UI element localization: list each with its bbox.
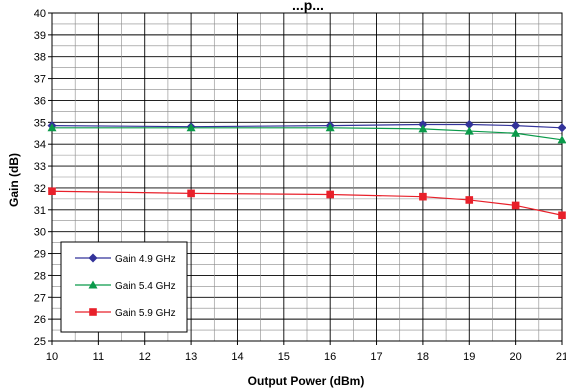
data-point	[326, 190, 334, 199]
data-point	[511, 121, 521, 131]
chart-title: ...p...	[292, 0, 324, 13]
y-tick-label: 39	[34, 30, 46, 42]
x-tick-label: 12	[139, 351, 151, 363]
y-tick-label: 32	[34, 183, 46, 195]
x-tick-label: 15	[278, 351, 290, 363]
x-tick-label: 21	[556, 351, 566, 363]
data-point	[557, 123, 566, 133]
y-tick-label: 38	[34, 52, 46, 64]
legend-label: Gain 5.4 GHz	[115, 281, 176, 292]
data-point	[187, 189, 195, 198]
y-tick-label: 31	[34, 205, 46, 217]
x-tick-label: 10	[46, 351, 58, 363]
x-tick-label: 19	[463, 351, 475, 363]
legend-label: Gain 5.9 GHz	[115, 308, 176, 319]
y-tick-label: 37	[34, 74, 46, 86]
x-tick-label: 13	[185, 351, 197, 363]
y-axis-title: Gain (dB)	[7, 153, 21, 207]
y-tick-label: 25	[34, 336, 46, 348]
y-axis-ticks: 25 26 27 28 29 30 31 32 33 34 35 36 37 38 39 40	[34, 8, 52, 348]
legend: Gain 4.9 GHz Gain 5.4 GHz Gain 5.9 GHz	[60, 241, 188, 333]
data-point	[419, 192, 427, 201]
series-gain-5-9-ghz	[48, 187, 566, 220]
x-axis-title: Output Power (dBm)	[248, 374, 365, 388]
x-tick-label: 16	[324, 351, 336, 363]
legend-box	[60, 241, 188, 333]
data-point	[511, 128, 521, 137]
y-tick-label: 27	[34, 292, 46, 304]
data-point	[418, 124, 428, 133]
x-tick-label: 20	[510, 351, 522, 363]
legend-item: Gain 4.9 GHz	[75, 253, 176, 265]
y-tick-label: 26	[34, 314, 46, 326]
legend-item: Gain 5.9 GHz	[75, 308, 176, 319]
legend-item: Gain 5.4 GHz	[75, 280, 176, 292]
y-tick-label: 36	[34, 95, 46, 107]
data-point	[465, 196, 474, 204]
data-point	[325, 123, 335, 132]
data-point	[558, 211, 566, 220]
y-tick-label: 29	[34, 249, 46, 261]
data-point	[186, 123, 196, 132]
data-point	[464, 126, 474, 135]
legend-marker	[89, 308, 97, 316]
y-tick-label: 33	[34, 161, 46, 173]
data-point	[464, 120, 474, 130]
x-tick-label: 17	[370, 351, 382, 363]
data-point	[511, 201, 520, 210]
series-layer	[47, 120, 566, 220]
legend-marker	[88, 253, 98, 263]
data-point	[48, 187, 56, 196]
y-tick-label: 34	[34, 139, 46, 151]
series-gain-5-4-ghz	[47, 123, 566, 144]
plot-area	[51, 12, 563, 342]
x-axis-ticks: 10 11 12 13 14 15 16 17 18 19 20 21	[46, 341, 566, 363]
x-tick-label: 18	[417, 351, 429, 363]
data-point	[47, 123, 57, 132]
legend-marker	[88, 280, 98, 289]
x-tick-label: 11	[93, 351, 104, 363]
y-tick-label: 28	[34, 270, 46, 282]
x-tick-label: 14	[231, 351, 243, 363]
y-tick-label: 30	[34, 227, 46, 239]
legend-label: Gain 4.9 GHz	[115, 254, 176, 265]
y-tick-label: 35	[34, 117, 46, 129]
y-tick-label: 40	[34, 8, 46, 20]
data-point	[557, 135, 566, 144]
